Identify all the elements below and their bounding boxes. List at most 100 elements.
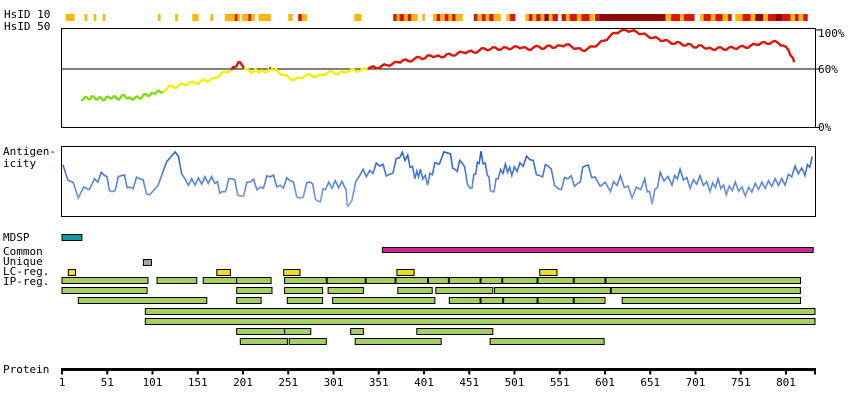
lc-reg-track-label: LC-reg. [3,265,50,278]
hsid10-strip-segment [175,14,178,21]
protein-axis-tick-label: 451 [459,376,479,389]
hsid10-strip-segment [548,14,553,21]
ipreg-feature-bar [480,277,503,284]
mdsp-feature-bar [61,234,83,241]
hsid10-strip-segment [354,14,362,21]
hsid10-strip-segment [224,14,235,21]
ipreg-feature-bar [435,287,494,294]
hsid10-strip-segment [489,14,494,21]
antigenicity-plot-box [61,146,816,217]
hsid10-strip-segment [237,14,241,21]
yaxis-0-label: 0% [818,121,832,134]
hsid50-line [367,28,796,71]
ipreg-feature-bar [395,277,429,284]
ip-reg-track-label: IP-reg. [3,275,50,288]
hsid10-strip-segment [477,14,482,21]
protein-axis-tick-label: 251 [278,376,298,389]
ipreg-feature-bar [480,297,504,304]
ipreg-feature-bar [428,277,449,284]
ipreg-feature-bar [416,328,494,335]
hsid10-strip-segment [242,14,249,21]
protein-axis-tick [332,368,335,375]
unique-feature-bar [142,259,152,266]
hsid10-strip-segment [795,14,799,21]
hsid10-strip-segment [750,14,756,21]
ipreg-feature-bar [61,277,149,284]
hsid10-strip-segment [407,14,412,21]
hsid10-strip-segment [589,14,595,21]
hsid10-strip-segment [234,14,238,21]
hsid10-strip-segment [422,14,425,21]
protein-axis-tick-label: 601 [595,376,615,389]
protein-axis-tick-label: 551 [550,376,570,389]
protein-axis-tick [377,368,380,375]
common-feature-bar [381,247,814,253]
protein-axis-tick [151,368,154,375]
hsid10-strip-segment [540,14,545,21]
hsid10-strip-segment [399,14,405,21]
mdsp-track-label: MDSP [3,231,30,244]
hsid10-strip-segment [528,14,533,21]
lcreg-feature-bar [396,269,415,276]
antigenicity-label-line1: Antigen- [3,145,56,158]
protein-axis-tick-label: 801 [776,376,796,389]
hsid10-strip-segment [775,14,783,21]
hsid10-strip-segment [411,14,418,21]
ipreg-feature-bar [284,328,312,335]
hsid10-strip-segment [703,14,711,21]
hsid50-label: HsID 50 [4,20,51,33]
hsid10-strip-segment [803,14,808,21]
ipreg-feature-bar [537,297,574,304]
hsid10-strip-segment [93,14,97,21]
hsid10-strip-segment [298,14,302,21]
ipreg-feature-bar [286,297,324,304]
ipreg-feature-bar [327,287,364,294]
protein-axis-tick [468,368,471,375]
hsid10-strip-segment [525,14,529,21]
hsid10-strip-segment [700,14,704,21]
hsid10-strip-segment [455,14,463,21]
protein-axis-tick [694,368,697,375]
ipreg-feature-bar [332,297,436,304]
protein-axis-tick-label: 51 [101,376,114,389]
hsid10-strip-segment [452,14,456,21]
protein-axis-tick-label: 201 [233,376,253,389]
hsid10-strip-segment [715,14,723,21]
hsid10-strip-segment [552,14,558,21]
hsid10-strip-segment [722,14,729,21]
protein-axis-tick-label: 101 [143,376,163,389]
hsid10-strip-segment [506,14,510,21]
hsid10-strip-segment [473,14,478,21]
ipreg-feature-bar [284,277,327,284]
ipreg-feature-bar [448,297,481,304]
ipreg-feature-bar [397,287,433,294]
ipreg-feature-bar [288,338,327,345]
hsid50-line [162,69,232,94]
hsid10-strip-segment [767,14,776,21]
hsid10-strip-segment [485,14,490,21]
hsid10-strip-segment [102,14,106,21]
hsid10-strip-segment [393,14,397,21]
ipreg-feature-bar [448,277,481,284]
protein-axis-tick-label: 401 [414,376,434,389]
hsid10-strip-segment [288,14,293,21]
hsid10-strip-segment [84,14,88,21]
hsid50-plot-box [61,28,816,128]
hsid10-strip-segment [444,14,449,21]
ipreg-feature-bar [61,287,148,294]
hsid10-strip-segment [710,14,716,21]
hsid10-strip-segment [210,14,214,21]
yaxis-100-label: 100% [818,27,845,40]
protein-axis-tick [287,368,290,375]
hsid10-strip-segment [755,14,764,21]
hsid10-strip-segment [436,14,441,21]
ipreg-feature-bar [236,297,262,304]
unique-track-label: Unique [3,255,43,268]
hsid10-strip-segment [599,14,666,21]
protein-axis-tick [61,368,63,375]
hsid10-strip-segment [532,14,537,21]
protein-axis-tick [106,368,109,375]
hsid10-strip-segment [576,14,582,21]
hsid10-strip-segment [481,14,486,21]
lcreg-feature-bar [67,269,77,276]
